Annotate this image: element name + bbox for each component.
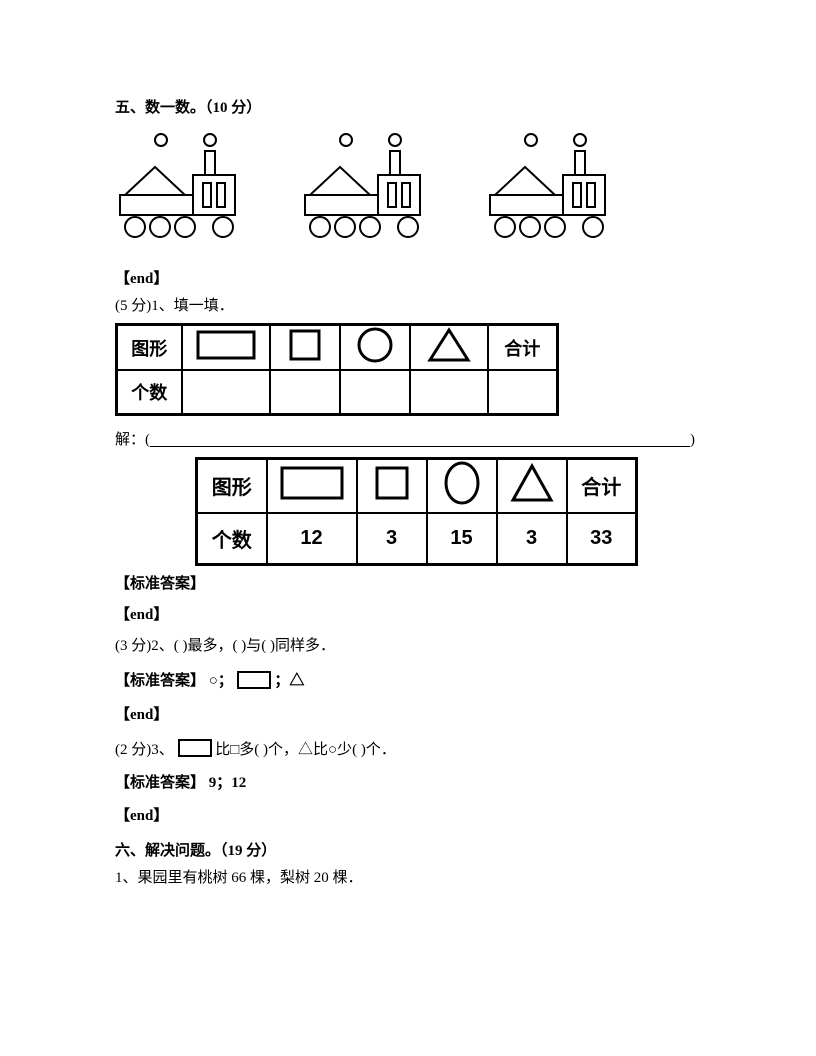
end-tag-1: 【end】 [115,267,701,288]
t2-val-1: 3 [357,513,427,565]
q1-table: 图形 合计 个数 [115,323,559,416]
q1-ans-prefix: 解：( [115,432,150,448]
t1-total-label: 合计 [488,325,558,371]
q1-prompt: (5 分)1、填一填． [115,294,701,315]
t2-shape-triangle [497,458,567,513]
t2-val-2: 15 [427,513,497,565]
section-5-heading: 五、数一数。（10 分） [115,96,701,117]
t2-val-4: 33 [567,513,637,565]
t1-val-2[interactable] [340,370,410,414]
t1-val-0[interactable] [182,370,270,414]
answer-key-2: 【标准答案】 [115,673,205,689]
rect-icon-1 [237,671,271,689]
q3-answer: 9；12 [209,775,247,791]
q2-ans-b: ；△ [274,673,304,689]
t2-val-0: 12 [267,513,357,565]
t1-r1-label: 图形 [117,325,182,371]
section-6-heading: 六、解决问题。（19 分） [115,839,701,860]
t2-r2-label: 个数 [197,513,267,565]
q1-answer-table: 图形 合计 个数 12 3 15 3 33 [195,457,638,567]
t1-shape-circle [340,325,410,371]
train-3 [485,125,645,255]
q1-ans-suffix: ) [690,432,695,448]
t2-shape-rect [267,458,357,513]
t1-r2-label: 个数 [117,370,182,414]
t2-val-3: 3 [497,513,567,565]
q2-prompt: (3 分)2、( )最多，( )与( )同样多． [115,634,701,655]
t1-val-3[interactable] [410,370,488,414]
t1-shape-square [270,325,340,371]
t2-shape-square [357,458,427,513]
answer-key-3: 【标准答案】 [115,775,205,791]
t1-shape-triangle [410,325,488,371]
rect-icon-2 [178,739,212,757]
end-tag-3: 【end】 [115,703,701,724]
t1-val-1[interactable] [270,370,340,414]
q1-answer-line: 解：() [115,428,701,449]
q3-mid: 比□多( )个，△比○少( )个． [215,742,396,758]
train-2 [300,125,460,255]
q2-answer-line: 【标准答案】 ○； ；△ [115,669,701,691]
q1-ans-blank[interactable] [150,433,690,447]
q3-prefix: (2 分)3、 [115,742,174,758]
end-tag-2: 【end】 [115,603,701,624]
q3-line: (2 分)3、 比□多( )个，△比○少( )个． [115,738,701,760]
end-tag-4: 【end】 [115,804,701,825]
t1-val-4[interactable] [488,370,558,414]
section-6-q1: 1、果园里有桃树 66 棵，梨树 20 棵． [115,866,701,887]
train-1 [115,125,275,255]
q3-answer-line: 【标准答案】 9；12 [115,771,701,792]
t2-r1-label: 图形 [197,458,267,513]
q2-ans-a: ○； [209,673,233,689]
t1-shape-rect [182,325,270,371]
trains-illustration [115,125,701,255]
t2-shape-ellipse [427,458,497,513]
answer-key-1: 【标准答案】 [115,572,701,593]
t2-total-label: 合计 [567,458,637,513]
